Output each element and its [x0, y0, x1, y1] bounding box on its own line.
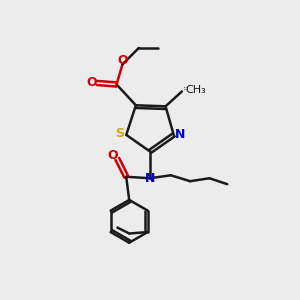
Text: O: O [107, 149, 118, 162]
Text: O: O [87, 76, 97, 89]
Text: N: N [145, 172, 155, 185]
Text: CH₃: CH₃ [185, 85, 206, 95]
Text: methyl: methyl [184, 87, 189, 88]
Text: N: N [175, 128, 185, 141]
Text: O: O [118, 54, 128, 67]
Text: methyl: methyl [184, 89, 189, 90]
Text: S: S [115, 127, 124, 140]
